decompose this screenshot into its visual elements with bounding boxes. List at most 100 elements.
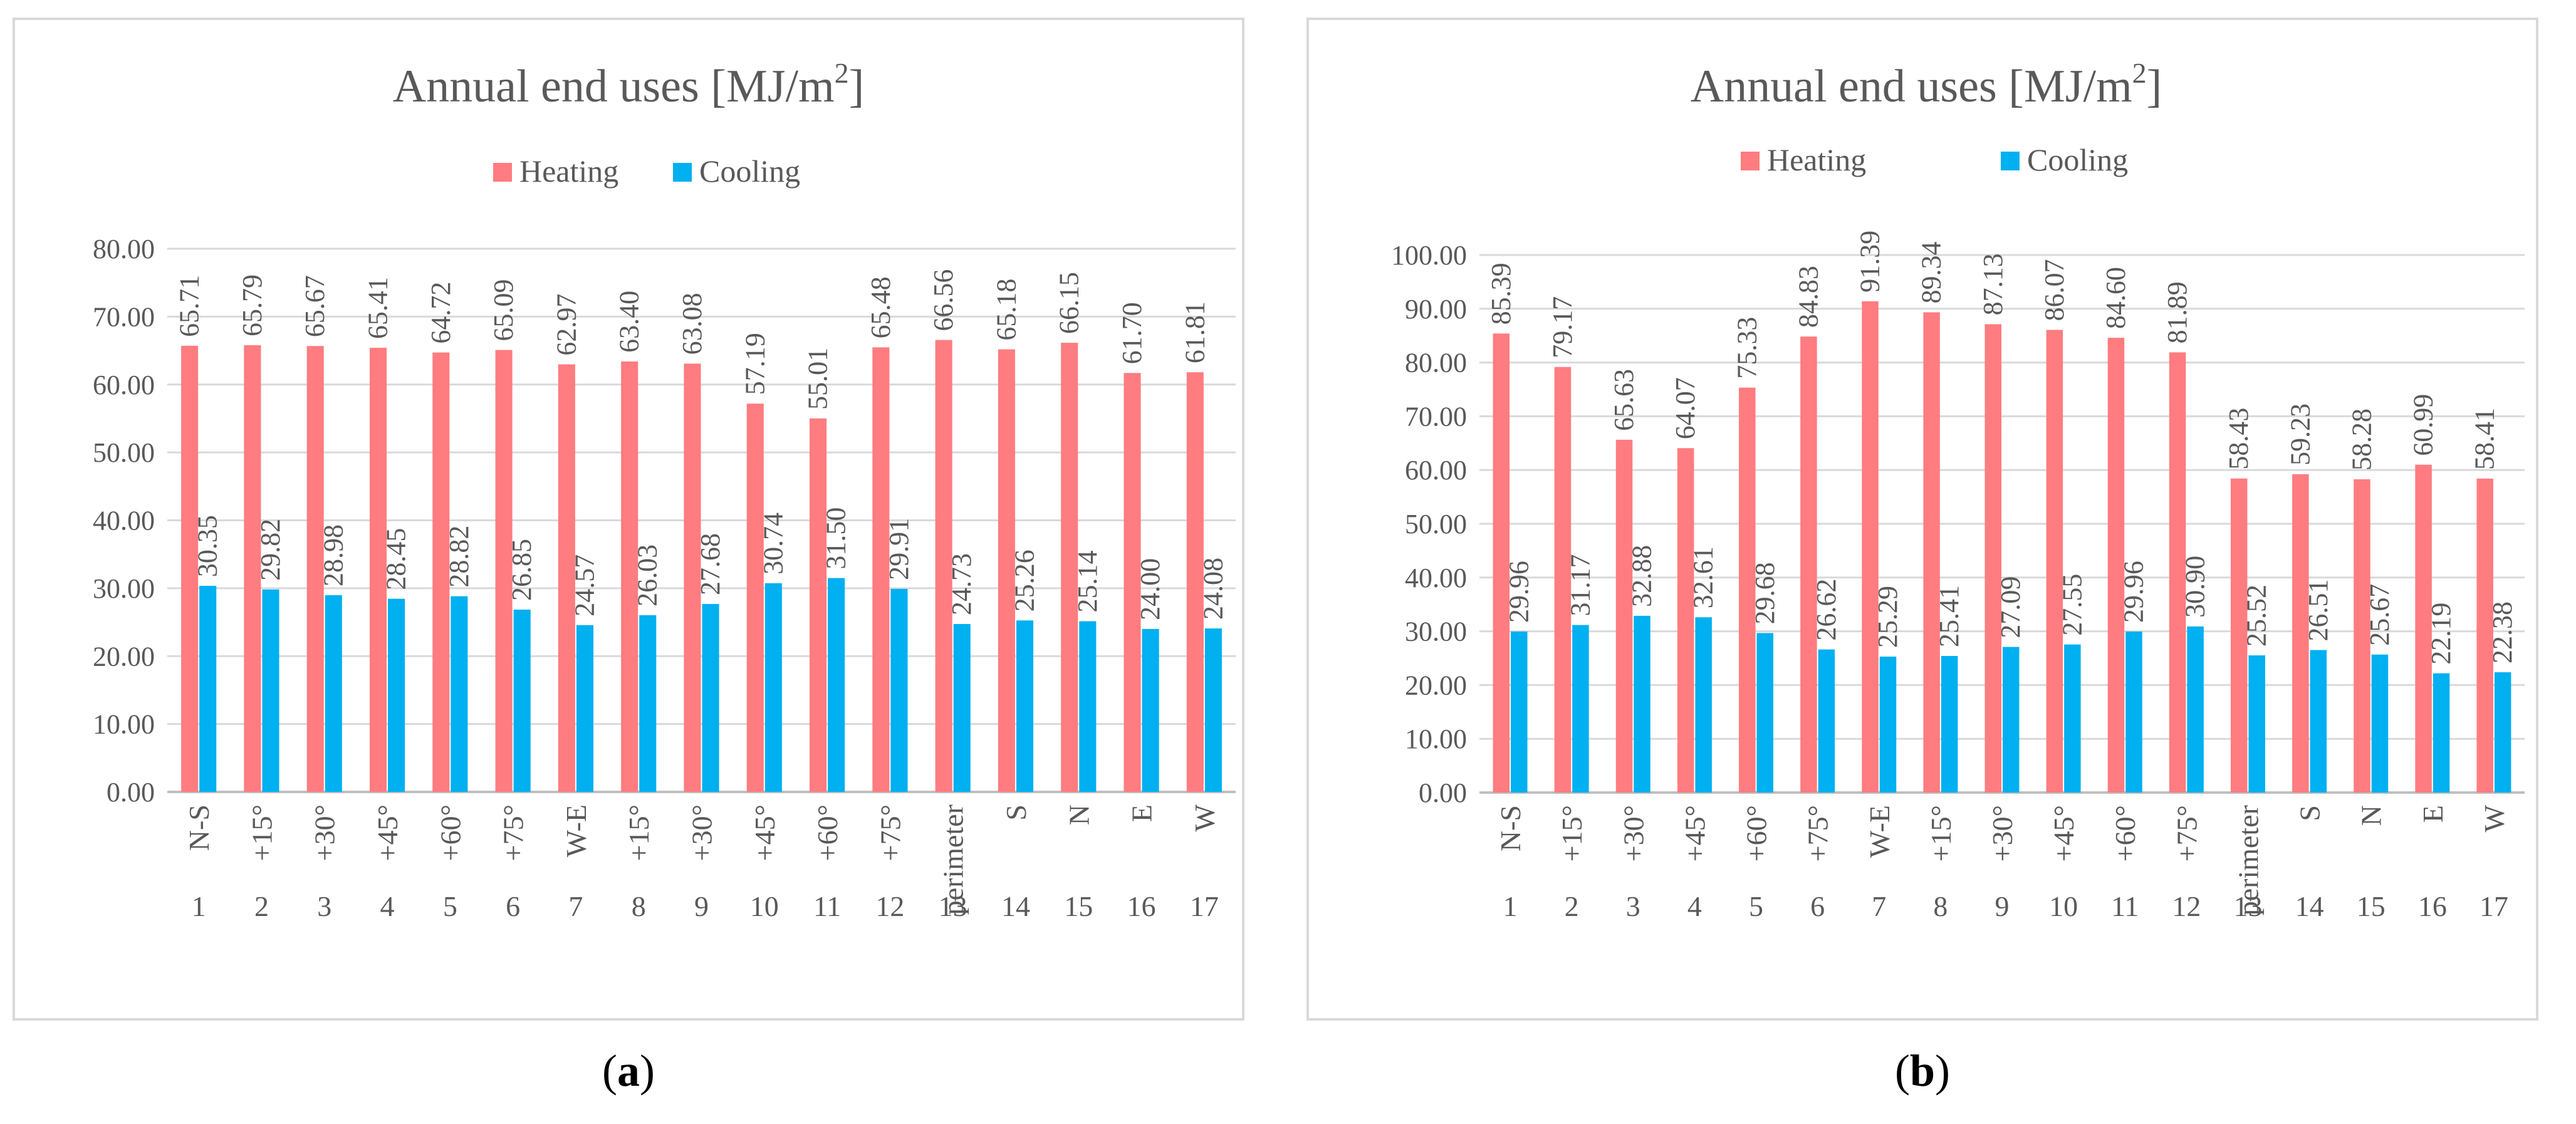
legend-a-label-heating: Heating (519, 154, 618, 189)
xtick-a-17: 17 (1190, 890, 1219, 922)
data-label-a-cooling-16: 24.00 (1135, 558, 1165, 620)
bar-b-heating-16 (2415, 464, 2432, 793)
xtick-b-3: 3 (1626, 890, 1640, 922)
ytick-b-4: 40.00 (1405, 563, 1467, 593)
bar-b-cooling-3 (1634, 615, 1650, 793)
data-label-b-heating-4: 64.07 (1670, 377, 1701, 439)
data-label-a-heating-8: 63.40 (614, 291, 645, 353)
xsublabel-b-16: E (2417, 805, 2449, 823)
xtick-b-10: 10 (2049, 890, 2078, 922)
bar-b-cooling-12 (2187, 626, 2204, 793)
data-label-b-heating-5: 75.33 (1731, 317, 1762, 379)
bar-b-cooling-13 (2248, 655, 2265, 793)
data-label-a-heating-9: 63.08 (677, 293, 707, 355)
bar-a-heating-1 (181, 345, 199, 792)
ytick-a-4: 40.00 (93, 506, 155, 536)
bar-b-heating-5 (1739, 387, 1756, 793)
bar-a-cooling-8 (639, 615, 657, 792)
data-label-a-heating-5: 64.72 (425, 282, 456, 344)
xtick-b-6: 6 (1810, 890, 1825, 922)
xsublabel-a-5: +60° (434, 804, 466, 861)
data-label-a-heating-16: 61.70 (1117, 302, 1147, 364)
data-label-b-heating-6: 84.83 (1793, 266, 1823, 328)
data-label-b-heating-2: 79.17 (1547, 296, 1578, 358)
xsublabel-b-11: +60° (2109, 805, 2141, 861)
bar-a-cooling-9 (702, 604, 719, 792)
xsublabel-b-6: +75° (1802, 805, 1834, 861)
ytick-a-8: 80.00 (93, 234, 155, 264)
bar-a-cooling-15 (1079, 621, 1097, 792)
bar-a-heating-2 (244, 345, 261, 792)
bar-a-cooling-7 (576, 625, 593, 792)
subfigure-caption-a-letter: a (617, 1046, 640, 1096)
data-label-a-heating-3: 65.67 (300, 275, 330, 337)
bar-a-cooling-6 (513, 610, 531, 792)
bar-a-heating-13 (935, 340, 952, 792)
ytick-b-7: 70.00 (1405, 401, 1467, 432)
bar-a-cooling-14 (1016, 620, 1034, 792)
chart-panel-b: Annual end uses [MJ/m2] Heating Cooling 0.0… (1306, 18, 2538, 1021)
xsublabel-a-12: +75° (874, 804, 906, 861)
xsublabel-a-7: W-E (560, 804, 592, 857)
xsublabel-a-4: +45° (372, 804, 404, 861)
xsublabel-b-10: +45° (2048, 805, 2080, 861)
xtick-a-12: 12 (875, 890, 904, 922)
data-label-a-heating-7: 62.97 (551, 294, 581, 356)
legend-b-swatch-heating (1741, 152, 1760, 170)
xtick-b-4: 4 (1687, 890, 1702, 922)
ytick-b-6: 60.00 (1405, 455, 1467, 486)
xtick-b-13: 13 (2233, 890, 2262, 922)
bar-a-cooling-3 (325, 595, 342, 792)
bar-a-cooling-2 (262, 589, 279, 792)
data-label-a-cooling-3: 28.98 (318, 524, 348, 586)
bar-a-cooling-13 (953, 623, 971, 792)
data-label-b-cooling-5: 29.68 (1749, 562, 1780, 624)
xsublabel-b-7: W-E (1864, 805, 1895, 858)
bar-b-cooling-11 (2125, 631, 2142, 793)
data-label-b-cooling-12: 30.90 (2180, 556, 2211, 618)
data-label-b-heating-1: 85.39 (1486, 263, 1516, 325)
bar-a-heating-9 (684, 363, 701, 792)
data-label-a-cooling-7: 24.57 (569, 554, 600, 617)
bar-a-cooling-4 (388, 598, 405, 792)
xtick-b-5: 5 (1749, 890, 1763, 922)
ytick-b-2: 20.00 (1405, 670, 1467, 700)
ytick-b-9: 90.00 (1405, 294, 1467, 325)
data-label-b-cooling-3: 32.88 (1627, 545, 1657, 607)
data-label-b-cooling-6: 26.62 (1811, 579, 1842, 641)
data-label-b-cooling-16: 22.19 (2426, 603, 2456, 665)
data-label-a-cooling-14: 25.26 (1009, 549, 1040, 611)
xsublabel-a-13: perimeter (937, 804, 969, 915)
xsublabel-a-9: +30° (686, 804, 718, 861)
xsublabel-a-1: N-S (183, 804, 215, 851)
data-label-b-heating-3: 65.63 (1609, 369, 1639, 431)
data-label-b-heating-10: 86.07 (2039, 259, 2070, 321)
xsublabel-b-1: N-S (1494, 805, 1526, 851)
data-label-a-heating-14: 65.18 (991, 279, 1021, 341)
data-label-b-cooling-10: 27.55 (2057, 574, 2087, 636)
data-label-a-cooling-6: 26.85 (506, 539, 537, 601)
bar-b-heating-6 (1800, 336, 1817, 793)
chart-a-svg: Annual end uses [MJ/m2]Heating Cooling0.0… (93, 57, 1236, 922)
bar-a-heating-8 (621, 361, 639, 792)
bar-b-heating-2 (1554, 367, 1572, 793)
ytick-b-3: 30.00 (1405, 617, 1467, 647)
chart-a-title-sup: 2 (835, 57, 849, 89)
bar-a-heating-17 (1186, 372, 1204, 792)
bar-a-heating-5 (432, 352, 450, 792)
legend-a-label-cooling: Cooling (699, 154, 800, 189)
bar-b-heating-4 (1677, 448, 1694, 793)
xtick-b-11: 11 (2111, 890, 2139, 922)
ytick-b-8: 80.00 (1405, 348, 1467, 378)
xtick-a-8: 8 (632, 890, 646, 922)
xtick-a-2: 2 (254, 890, 269, 922)
data-label-a-cooling-4: 28.45 (381, 528, 412, 590)
data-label-a-cooling-12: 29.91 (884, 518, 914, 580)
xtick-a-6: 6 (506, 890, 520, 922)
data-label-a-cooling-17: 24.08 (1197, 558, 1228, 620)
ytick-a-6: 60.00 (93, 370, 155, 400)
bar-a-heating-11 (810, 418, 827, 792)
data-label-b-cooling-15: 25.67 (2364, 584, 2395, 646)
bar-b-heating-3 (1615, 439, 1633, 793)
xtick-a-4: 4 (380, 890, 395, 922)
